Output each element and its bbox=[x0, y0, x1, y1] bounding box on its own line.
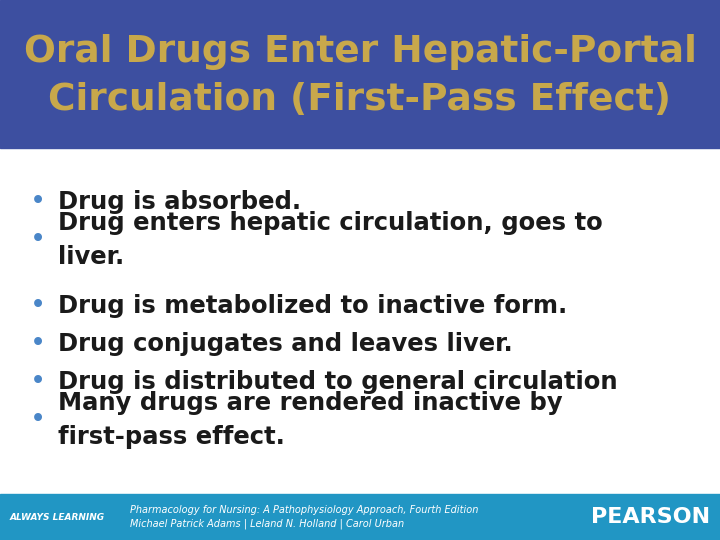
Text: •: • bbox=[30, 227, 46, 253]
Text: PEARSON: PEARSON bbox=[591, 507, 710, 527]
Text: Drug conjugates and leaves liver.: Drug conjugates and leaves liver. bbox=[58, 332, 513, 356]
Bar bbox=[0, 0, 720, 148]
Text: •: • bbox=[30, 293, 46, 319]
Text: ALWAYS LEARNING: ALWAYS LEARNING bbox=[10, 512, 105, 522]
Text: Many drugs are rendered inactive by
first-pass effect.: Many drugs are rendered inactive by firs… bbox=[58, 391, 562, 449]
Text: Oral Drugs Enter Hepatic-Portal: Oral Drugs Enter Hepatic-Portal bbox=[24, 34, 696, 70]
Text: Drug is absorbed.: Drug is absorbed. bbox=[58, 190, 301, 214]
Text: •: • bbox=[30, 189, 46, 215]
Text: •: • bbox=[30, 407, 46, 433]
Bar bbox=[0, 494, 720, 540]
Text: Pharmacology for Nursing: A Pathophysiology Approach, Fourth Edition: Pharmacology for Nursing: A Pathophysiol… bbox=[130, 505, 478, 515]
Text: Michael Patrick Adams | Leland N. Holland | Carol Urban: Michael Patrick Adams | Leland N. Hollan… bbox=[130, 519, 404, 529]
Text: Circulation (First-Pass Effect): Circulation (First-Pass Effect) bbox=[48, 82, 672, 118]
Text: Drug enters hepatic circulation, goes to
liver.: Drug enters hepatic circulation, goes to… bbox=[58, 211, 603, 269]
Text: •: • bbox=[30, 369, 46, 395]
Text: Drug is metabolized to inactive form.: Drug is metabolized to inactive form. bbox=[58, 294, 567, 318]
Text: •: • bbox=[30, 331, 46, 357]
Text: Drug is distributed to general circulation: Drug is distributed to general circulati… bbox=[58, 370, 618, 394]
